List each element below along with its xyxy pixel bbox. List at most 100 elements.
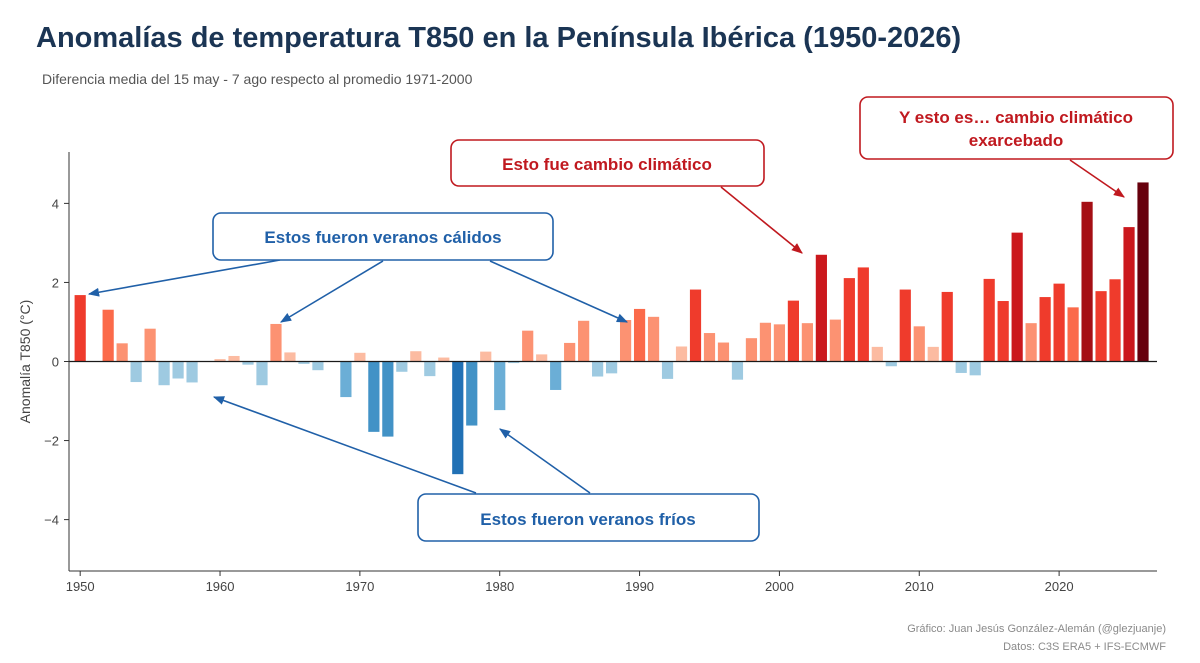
bar-1999 <box>759 322 772 362</box>
y-tick-label: −2 <box>44 434 59 449</box>
bar-1982 <box>522 330 534 362</box>
annotation-exacerbated-line2: exarcebado <box>969 131 1064 150</box>
bar-1973 <box>396 361 408 372</box>
x-tick-label: 1970 <box>345 579 374 594</box>
annotation-cold-summers: Estos fueron veranos fríos <box>417 493 760 542</box>
bar-1993 <box>675 346 688 362</box>
bar-1987 <box>592 361 604 377</box>
x-tick-label: 2000 <box>765 579 794 594</box>
bar-2009 <box>899 289 911 362</box>
data-source: Datos: C3S ERA5 + IFS-ECMWF <box>1003 641 1166 653</box>
bar-2002 <box>801 323 813 362</box>
bar-1992 <box>661 361 674 379</box>
x-tick-label: 1980 <box>485 579 514 594</box>
bar-1969 <box>340 361 352 398</box>
bar-1979 <box>480 351 492 362</box>
bar-2001 <box>787 300 799 362</box>
bar-1957 <box>172 361 184 379</box>
arrow-cold-1959 <box>212 396 477 494</box>
bar-1974 <box>410 351 422 362</box>
bars-group <box>74 182 1149 475</box>
bar-2023 <box>1095 291 1107 362</box>
bar-1972 <box>382 361 394 437</box>
bar-1955 <box>144 328 156 362</box>
bar-1986 <box>578 320 590 362</box>
bar-2005 <box>843 278 855 362</box>
bar-1962 <box>242 361 254 365</box>
bar-2004 <box>829 319 841 362</box>
ticks-group: −4 −2 0 2 4 1950 1960 1970 1980 1990 2000 2010 2020 <box>44 196 1073 594</box>
annotation-cold-summers-text: Estos fueron veranos fríos <box>480 510 695 529</box>
chart-credit: Gráfico: Juan Jesús González-Alemán (@gl… <box>907 623 1166 635</box>
bar-1983 <box>536 354 548 362</box>
bar-1965 <box>284 352 296 362</box>
bar-1978 <box>466 361 478 426</box>
bar-2017 <box>1011 232 1023 362</box>
bar-2014 <box>969 361 981 376</box>
bar-2007 <box>871 346 883 362</box>
bar-1980 <box>494 361 506 411</box>
bar-1998 <box>745 338 758 362</box>
annotation-warm-summers: Estos fueron veranos cálidos <box>212 212 554 261</box>
x-tick-label: 2020 <box>1045 579 1074 594</box>
bar-1960 <box>214 359 226 362</box>
bar-2003 <box>815 254 827 362</box>
bar-1953 <box>116 343 128 362</box>
arrow-warm-1989 <box>489 260 629 323</box>
bar-1995 <box>703 333 716 362</box>
bar-2008 <box>885 361 897 367</box>
arrow-cc-2002 <box>720 186 803 254</box>
bar-2022 <box>1081 201 1093 362</box>
bar-2013 <box>955 361 967 373</box>
y-axis-label: Anomalía T850 (°C) <box>17 300 33 424</box>
bar-2000 <box>773 324 786 362</box>
bar-1966 <box>298 361 310 364</box>
bar-1967 <box>312 361 324 371</box>
bar-2015 <box>983 278 995 362</box>
annotation-warm-summers-text: Estos fueron veranos cálidos <box>264 228 501 247</box>
y-tick-label: 4 <box>52 196 59 211</box>
bar-1990 <box>633 308 646 362</box>
arrow-exacerbated-2025 <box>1069 159 1125 198</box>
bar-1961 <box>228 355 240 362</box>
arrow-warm-1964 <box>280 260 384 323</box>
bar-1984 <box>550 361 562 390</box>
bar-1997 <box>731 361 744 380</box>
y-tick-label: 2 <box>52 275 59 290</box>
x-tick-label: 1960 <box>206 579 235 594</box>
bar-1956 <box>158 361 170 386</box>
bar-2012 <box>941 291 953 362</box>
annotation-climate-change-text: Esto fue cambio climático <box>502 155 712 174</box>
bar-1954 <box>130 361 142 383</box>
x-tick-label: 2010 <box>905 579 934 594</box>
arrow-warm-1950 <box>87 259 281 297</box>
bar-1963 <box>256 361 268 386</box>
bar-2006 <box>857 267 869 362</box>
y-tick-label: 0 <box>52 355 59 370</box>
bar-1971 <box>368 361 380 432</box>
bar-1976 <box>438 357 450 362</box>
bar-1988 <box>606 361 618 374</box>
bar-1950 <box>74 295 86 362</box>
annotation-exacerbated: Y esto es… cambio climático exarcebado <box>859 96 1174 160</box>
bar-2026 <box>1137 182 1149 362</box>
bar-1985 <box>564 342 576 362</box>
bar-2024 <box>1109 279 1121 362</box>
x-tick-label: 1990 <box>625 579 654 594</box>
bar-2018 <box>1025 323 1037 362</box>
bar-1958 <box>186 361 198 383</box>
arrow-cold-1980 <box>499 428 591 494</box>
bar-1970 <box>354 352 366 362</box>
x-tick-label: 1950 <box>66 579 95 594</box>
y-tick-label: −4 <box>44 513 59 528</box>
bar-1994 <box>689 289 702 362</box>
cool-arrows <box>87 259 629 494</box>
bar-1989 <box>619 320 632 362</box>
bar-1975 <box>424 361 436 377</box>
bar-2019 <box>1039 297 1051 362</box>
bar-1977 <box>452 361 464 475</box>
bar-1981 <box>508 361 520 364</box>
bar-1952 <box>102 309 114 362</box>
annotation-exacerbated-line1: Y esto es… cambio climático <box>899 108 1133 127</box>
